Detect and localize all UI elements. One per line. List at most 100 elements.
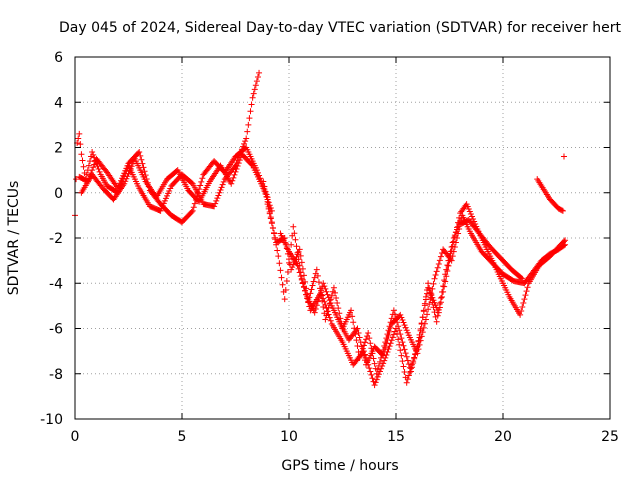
data-point: [284, 268, 291, 275]
data-point: [325, 294, 332, 301]
data-point: [293, 243, 300, 250]
data-point: [356, 354, 363, 361]
data-point: [420, 324, 427, 331]
data-point: [79, 157, 86, 164]
data-point: [296, 246, 303, 253]
y-tick-label: -6: [49, 322, 63, 338]
data-point: [369, 375, 376, 382]
data-point: [368, 371, 375, 378]
data-point: [518, 274, 525, 281]
data-point: [357, 351, 364, 358]
data-point: [433, 318, 440, 325]
data-point: [263, 193, 270, 200]
data-point: [404, 376, 411, 383]
data-point: [439, 289, 446, 296]
data-point: [244, 128, 251, 135]
data-point: [387, 340, 394, 347]
data-point: [318, 287, 325, 294]
data-point: [330, 284, 337, 291]
data-point: [380, 360, 387, 367]
data-point: [268, 220, 275, 227]
data-point: [386, 328, 393, 335]
data-point: [297, 273, 304, 280]
chart-title: Day 045 of 2024, Sidereal Day-to-day VTE…: [59, 20, 621, 36]
data-point: [189, 207, 196, 214]
data-point: [272, 234, 279, 241]
data-point: [452, 239, 459, 246]
data-point: [405, 372, 412, 379]
data-point: [374, 366, 381, 373]
data-point: [390, 307, 397, 314]
data-point: [450, 248, 457, 255]
data-point: [91, 161, 98, 168]
data-point: [424, 311, 431, 318]
data-point: [560, 153, 567, 160]
data-point: [449, 253, 456, 260]
data-point: [78, 151, 85, 158]
x-tick-label: 20: [494, 429, 512, 445]
data-point: [195, 189, 202, 196]
data-point: [336, 310, 343, 317]
data-point: [326, 297, 333, 304]
data-point: [217, 187, 224, 194]
data-point: [190, 204, 197, 211]
data-point: [321, 283, 328, 290]
data-point: [430, 304, 437, 311]
data-point: [371, 382, 378, 389]
data-point: [136, 149, 143, 156]
y-tick-label: -8: [49, 367, 63, 383]
data-point: [456, 225, 463, 232]
data-point: [455, 230, 462, 237]
data-point: [265, 205, 272, 212]
data-point: [402, 350, 409, 357]
x-tick-label: 10: [280, 429, 298, 445]
data-point: [396, 341, 403, 348]
data-point: [312, 305, 319, 312]
data-point: [90, 151, 97, 158]
data-point: [232, 168, 239, 175]
data-point: [398, 314, 405, 321]
data-point: [325, 304, 332, 311]
data-point: [141, 168, 148, 175]
data-point: [219, 181, 226, 188]
data-point: [399, 339, 406, 346]
data-point: [380, 352, 387, 359]
data-point: [137, 152, 144, 159]
data-point: [76, 130, 83, 137]
data-point: [432, 272, 439, 279]
data-point: [405, 361, 412, 368]
data-point: [313, 266, 320, 273]
data-point: [385, 346, 392, 353]
data-point: [385, 332, 392, 339]
data-point: [453, 235, 460, 241]
data-point: [324, 308, 331, 315]
data-point: [197, 182, 204, 189]
data-point: [373, 370, 380, 377]
data-point: [313, 302, 320, 309]
data-point: [323, 312, 330, 319]
data-point: [290, 223, 297, 230]
data-point: [437, 253, 444, 260]
data-point: [381, 348, 388, 355]
data-point: [382, 344, 389, 351]
data-point: [249, 94, 256, 101]
data-point: [199, 175, 206, 182]
data-point: [220, 178, 227, 185]
y-tick-label: -2: [49, 231, 63, 247]
data-point: [247, 108, 254, 115]
y-tick-label: -10: [40, 412, 63, 428]
data-point: [358, 348, 365, 355]
data-point: [430, 280, 437, 287]
data-point: [384, 336, 391, 343]
data-point: [276, 260, 283, 267]
data-point: [427, 289, 434, 296]
data-point: [366, 335, 373, 342]
data-point: [86, 158, 93, 165]
data-point: [80, 163, 87, 170]
data-point: [354, 343, 361, 350]
data-point: [357, 339, 364, 346]
data-point: [96, 168, 103, 175]
data-point: [524, 284, 531, 291]
data-point: [401, 322, 408, 329]
data-point: [422, 293, 429, 300]
